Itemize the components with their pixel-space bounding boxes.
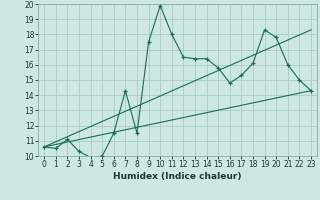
X-axis label: Humidex (Indice chaleur): Humidex (Indice chaleur) [113, 172, 242, 181]
